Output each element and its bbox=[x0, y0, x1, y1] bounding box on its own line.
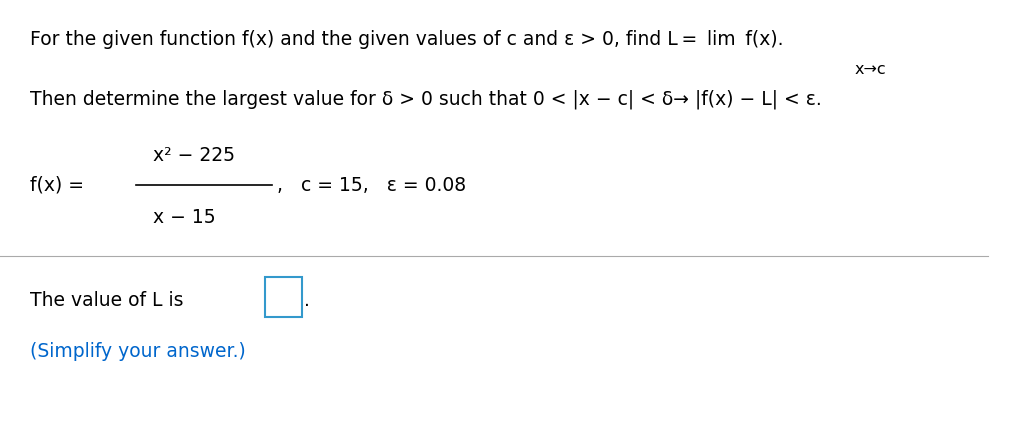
Text: For the given function f(x) and the given values of c and ε > 0, find L =  lim  : For the given function f(x) and the give… bbox=[29, 30, 783, 49]
Text: Then determine the largest value for δ > 0 such that 0 < |x − c| < δ→ |f(x) − L|: Then determine the largest value for δ >… bbox=[29, 89, 821, 109]
Text: x² − 225: x² − 225 bbox=[153, 146, 235, 165]
FancyBboxPatch shape bbox=[265, 277, 303, 317]
Text: x − 15: x − 15 bbox=[153, 208, 215, 227]
Text: The value of L is: The value of L is bbox=[29, 291, 183, 310]
Text: f(x) =: f(x) = bbox=[29, 176, 83, 195]
Text: (Simplify your answer.): (Simplify your answer.) bbox=[29, 342, 246, 361]
Text: ,   c = 15,   ε = 0.08: , c = 15, ε = 0.08 bbox=[276, 176, 465, 195]
Text: .: . bbox=[305, 291, 310, 310]
Text: x→c: x→c bbox=[854, 62, 886, 77]
